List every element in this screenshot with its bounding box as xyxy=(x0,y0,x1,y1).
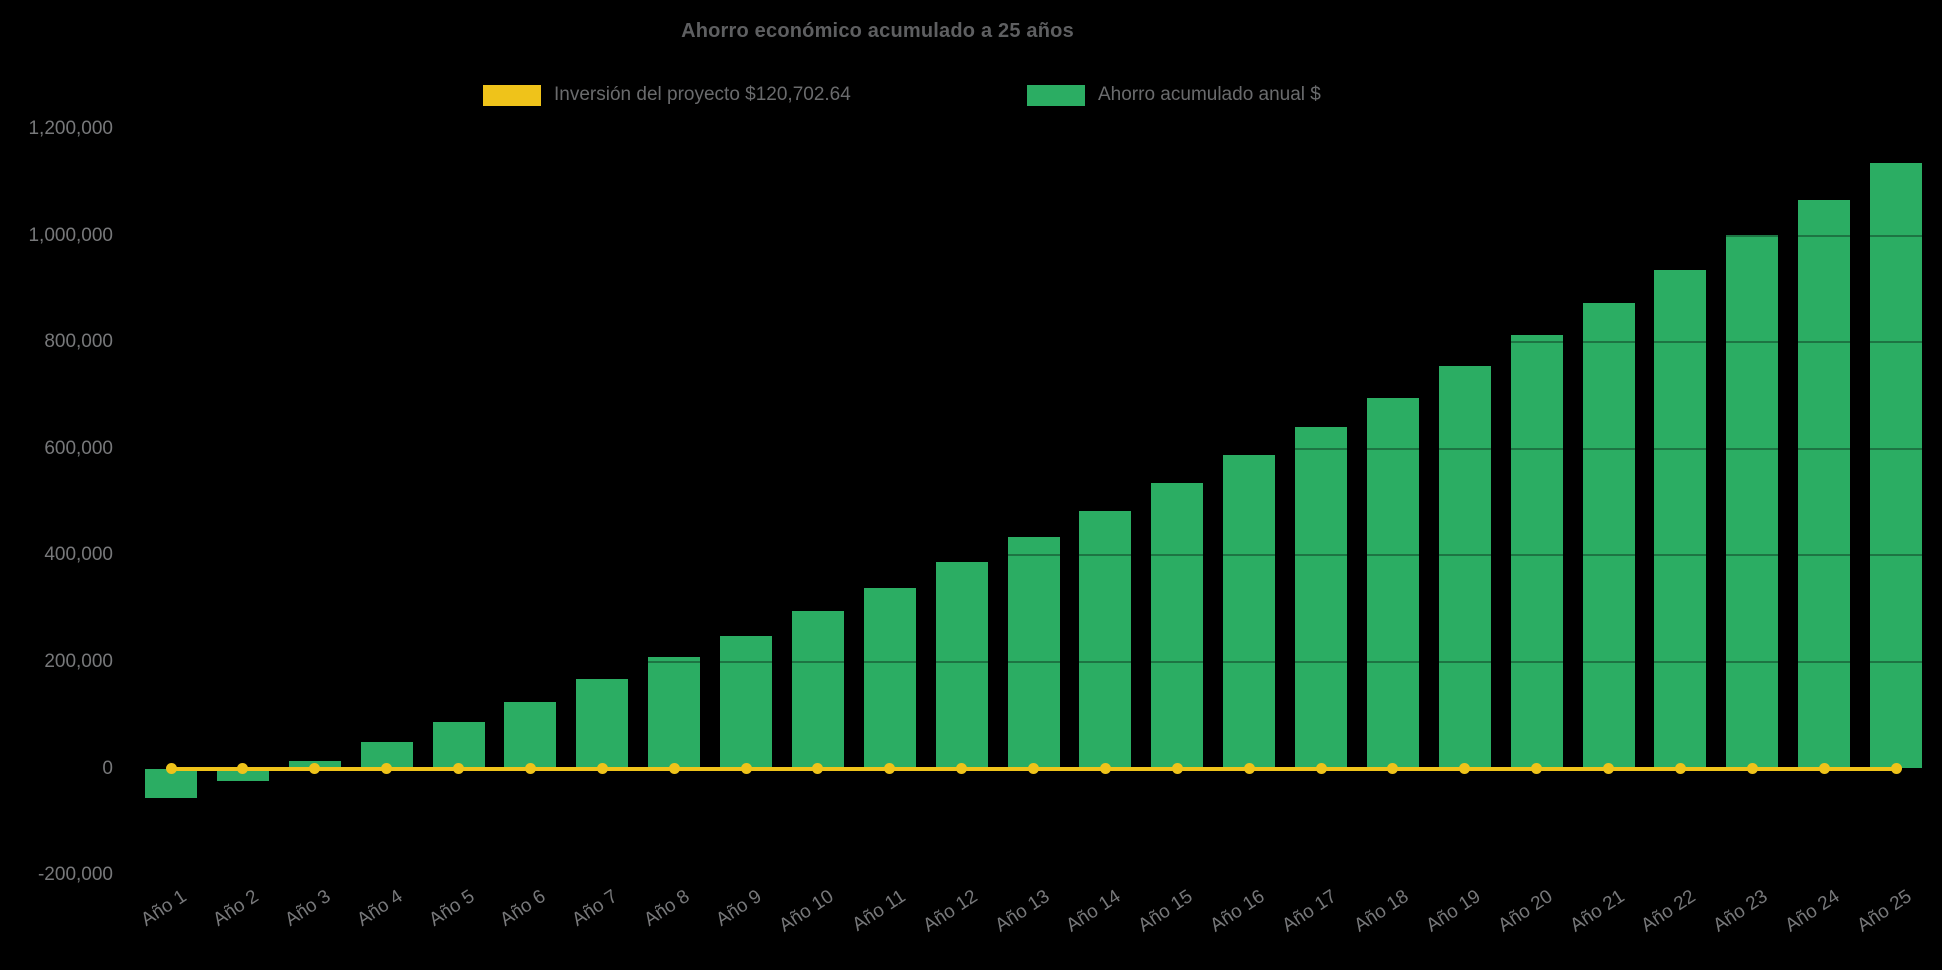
bar-ahorro-año-12[interactable] xyxy=(935,562,988,769)
investment-line-point[interactable] xyxy=(1818,763,1830,774)
bar-ahorro-año-25[interactable] xyxy=(1870,163,1922,769)
bar-ahorro-año-22[interactable] xyxy=(1654,269,1707,769)
gridline xyxy=(135,554,1932,557)
investment-line-point[interactable] xyxy=(1459,763,1471,774)
investment-line-point[interactable] xyxy=(812,763,824,774)
investment-line-point[interactable] xyxy=(237,763,249,774)
investment-line-point[interactable] xyxy=(1603,763,1614,774)
chart-title: Ahorro económico acumulado a 25 años xyxy=(681,20,1074,42)
bar-ahorro-año-2[interactable] xyxy=(216,768,269,781)
investment-line-point[interactable] xyxy=(1387,763,1399,774)
y-axis-tick-label: -200,000 xyxy=(37,864,113,886)
investment-line-point[interactable] xyxy=(1746,763,1758,774)
bar-ahorro-año-20[interactable] xyxy=(1510,335,1563,769)
y-axis-tick-label: 1,000,000 xyxy=(28,224,113,246)
investment-line-point[interactable] xyxy=(1890,763,1902,774)
gridline xyxy=(135,447,1932,450)
investment-line-point[interactable] xyxy=(165,763,177,774)
investment-line-point[interactable] xyxy=(740,763,752,774)
investment-line-point[interactable] xyxy=(309,763,321,774)
investment-line-point[interactable] xyxy=(956,763,968,774)
gridline xyxy=(135,660,1932,663)
investment-line-point[interactable] xyxy=(381,763,393,774)
gridline xyxy=(135,341,1932,344)
bar-ahorro-año-11[interactable] xyxy=(863,587,916,769)
y-axis-tick-label: 1,200,000 xyxy=(28,117,113,139)
y-axis-tick-label: 600,000 xyxy=(44,437,113,459)
y-axis-tick-label: 800,000 xyxy=(44,331,113,353)
investment-line-point[interactable] xyxy=(524,763,536,774)
legend-swatch-savings-icon xyxy=(1027,84,1085,106)
bar-ahorro-año-8[interactable] xyxy=(648,657,701,769)
investment-line-point[interactable] xyxy=(1315,763,1327,774)
gridline xyxy=(135,127,1932,130)
bar-ahorro-año-18[interactable] xyxy=(1366,397,1419,769)
bar-ahorro-año-9[interactable] xyxy=(720,635,772,769)
legend-item-savings: Ahorro acumulado anual $ xyxy=(1027,84,1321,106)
legend-swatch-investment-icon xyxy=(483,84,541,106)
investment-line-point[interactable] xyxy=(453,763,464,774)
investment-line-point[interactable] xyxy=(596,763,608,774)
investment-line-point[interactable] xyxy=(1028,763,1039,774)
investment-line-point[interactable] xyxy=(668,763,680,774)
gridline xyxy=(135,874,1932,877)
bar-ahorro-año-13[interactable] xyxy=(1007,537,1060,769)
bar-ahorro-año-15[interactable] xyxy=(1151,482,1204,769)
legend-label-savings: Ahorro acumulado anual $ xyxy=(1098,84,1321,105)
investment-line-point[interactable] xyxy=(1674,763,1686,774)
bar-ahorro-año-16[interactable] xyxy=(1223,455,1276,769)
bar-ahorro-año-19[interactable] xyxy=(1438,366,1491,769)
legend-label-investment: Inversión del proyecto $120,702.64 xyxy=(554,84,851,105)
bar-ahorro-año-5[interactable] xyxy=(432,722,485,769)
investment-line-point[interactable] xyxy=(1099,763,1111,774)
gridline xyxy=(135,234,1932,237)
bar-ahorro-año-24[interactable] xyxy=(1798,200,1851,769)
bar-ahorro-año-21[interactable] xyxy=(1582,303,1635,769)
y-axis-tick-label: 0 xyxy=(102,757,113,779)
bar-ahorro-año-10[interactable] xyxy=(791,610,844,769)
investment-line-point[interactable] xyxy=(1243,763,1255,774)
bar-ahorro-año-14[interactable] xyxy=(1079,510,1132,769)
bar-ahorro-año-17[interactable] xyxy=(1295,426,1347,769)
legend-item-investment: Inversión del proyecto $120,702.64 xyxy=(483,84,851,106)
y-axis-tick-label: 400,000 xyxy=(44,544,113,566)
investment-line-point[interactable] xyxy=(1531,763,1543,774)
investment-line-point[interactable] xyxy=(884,763,896,774)
bar-ahorro-año-7[interactable] xyxy=(576,679,629,769)
investment-line-point[interactable] xyxy=(1171,763,1183,774)
bar-ahorro-año-23[interactable] xyxy=(1726,234,1779,769)
y-axis-tick-label: 200,000 xyxy=(44,650,113,672)
bar-ahorro-año-6[interactable] xyxy=(504,701,557,769)
